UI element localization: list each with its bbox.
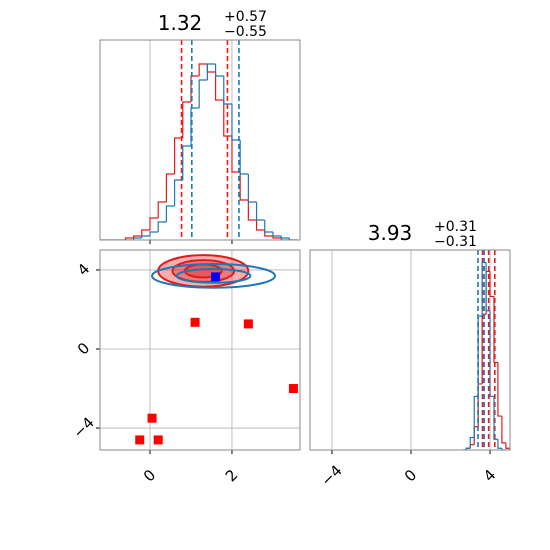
hist-step — [173, 179, 183, 206]
hist-step — [165, 173, 175, 202]
hist-step — [489, 310, 494, 398]
contour — [175, 267, 252, 284]
panel-title: 1.32 — [158, 11, 203, 35]
x-tick-label: 0 — [401, 466, 420, 485]
hist-step — [280, 236, 290, 239]
hist-step — [141, 229, 150, 236]
hist-step — [149, 217, 159, 230]
title-value: 3.93 — [368, 221, 413, 245]
hist-step — [231, 104, 241, 141]
frame — [309, 249, 511, 451]
hist-step — [124, 237, 134, 240]
plot-area — [331, 250, 510, 450]
hist-step — [288, 238, 298, 240]
y-tick-label: 0 — [74, 339, 93, 358]
hist-step — [182, 101, 191, 138]
x-tick-label: 0 — [140, 466, 159, 485]
y-tick-label: 4 — [74, 260, 93, 279]
hist-step — [280, 238, 290, 240]
hist-step — [223, 76, 232, 105]
hist-step — [190, 107, 200, 146]
point — [243, 319, 253, 329]
panel: 0 2 −4 0 4 — [69, 249, 301, 485]
hist-step — [206, 64, 216, 73]
hist-step — [239, 172, 249, 201]
hist-step — [272, 236, 282, 239]
hist-step — [272, 232, 282, 237]
hist-step — [489, 271, 494, 298]
hist-step — [214, 64, 224, 77]
hist-step — [501, 448, 506, 450]
hist-step — [497, 439, 502, 449]
plot-area — [100, 250, 300, 450]
x-tick-label: 2 — [222, 466, 241, 485]
hist-step — [133, 235, 142, 238]
point — [147, 413, 157, 423]
hist-step — [198, 63, 208, 76]
hist-step — [501, 416, 506, 444]
title-value: 1.32 — [158, 11, 203, 35]
point — [153, 435, 163, 445]
hist-step — [198, 79, 208, 108]
hist-step — [165, 205, 175, 222]
plot-area — [100, 40, 298, 240]
title-lower: −0.31 — [434, 234, 477, 250]
hist-step — [473, 395, 479, 438]
hist-step — [497, 362, 502, 417]
point — [135, 435, 145, 445]
title-lower: −0.55 — [224, 24, 267, 40]
hist-step — [141, 235, 150, 238]
panel: 1.32 +0.57−0.55 — [99, 9, 301, 244]
hist-step — [149, 231, 159, 236]
frame — [99, 39, 301, 241]
hist-step — [214, 72, 224, 101]
hist-step — [493, 396, 498, 440]
title-upper: +0.57 — [224, 9, 267, 25]
hist-step — [157, 221, 167, 232]
point — [288, 384, 298, 394]
hist-step — [182, 145, 191, 180]
hist-step — [223, 100, 232, 137]
hist-step — [465, 447, 471, 450]
hist-step — [231, 136, 241, 173]
contour — [151, 263, 277, 289]
hist-step — [133, 237, 142, 240]
hist-step — [239, 140, 249, 175]
hist-step — [157, 201, 167, 218]
hist-step — [247, 174, 257, 203]
point — [211, 272, 221, 282]
panel: −4 0 4 3.93 +0.31−0.31 — [309, 219, 511, 490]
point — [190, 317, 200, 327]
y-tick-label: −4 — [69, 414, 97, 442]
panel-title: 3.93 — [368, 221, 413, 245]
hist-step — [255, 220, 265, 231]
x-tick-label: 4 — [480, 466, 499, 485]
title-upper: +0.31 — [434, 219, 477, 235]
hist-step — [206, 63, 216, 80]
hist-step — [247, 200, 257, 221]
x-tick-label: −4 — [317, 461, 345, 489]
hist-step — [190, 75, 200, 102]
hist-step — [264, 230, 273, 237]
hist-step — [264, 220, 273, 233]
hist-step — [255, 202, 265, 221]
hist-step — [173, 137, 183, 174]
hist-step — [505, 442, 510, 450]
frame — [99, 249, 301, 451]
hist-step — [485, 262, 491, 312]
hist-step — [469, 436, 475, 449]
